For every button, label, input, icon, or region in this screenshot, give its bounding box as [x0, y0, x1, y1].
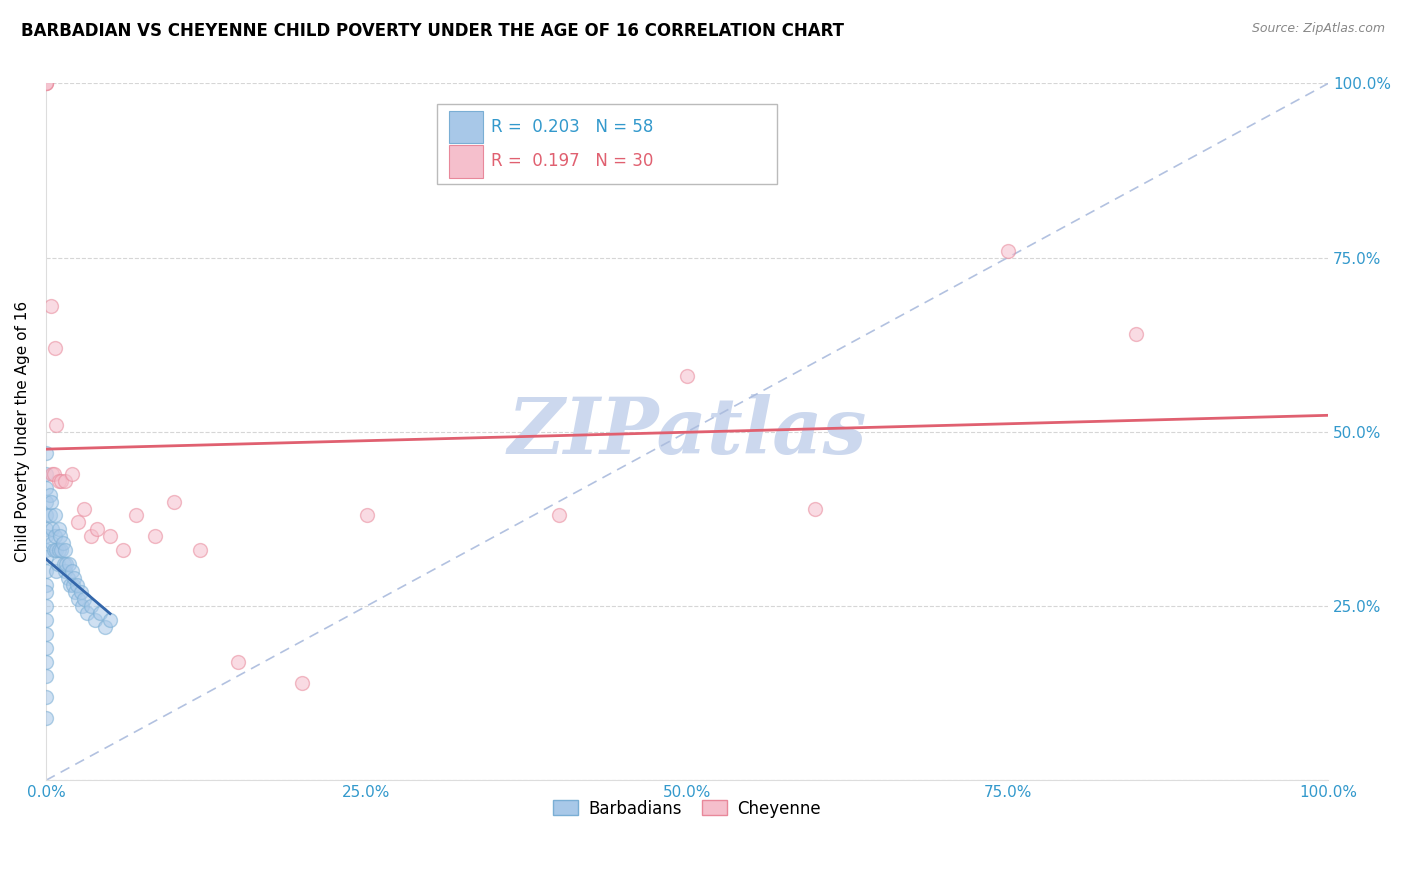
Text: ZIPatlas: ZIPatlas [508, 393, 866, 470]
Point [48, 523, 70, 537]
Point [53, 543, 76, 558]
Point [35, 578, 58, 592]
Point [83, 613, 105, 627]
Point [38, 487, 60, 501]
Point [35, 599, 58, 613]
Point [111, 543, 134, 558]
FancyBboxPatch shape [449, 111, 484, 144]
Point [98, 529, 121, 543]
Point [52, 558, 75, 572]
Point [73, 501, 96, 516]
Point [86, 523, 108, 537]
Point [35, 640, 58, 655]
Point [35, 690, 58, 704]
Point [35, 550, 58, 565]
Point [58, 558, 80, 572]
Point [98, 613, 121, 627]
Point [35, 77, 58, 91]
Point [60, 564, 83, 578]
Point [1125, 327, 1147, 342]
Point [45, 564, 67, 578]
Point [73, 592, 96, 607]
Point [39, 494, 62, 508]
Point [42, 543, 65, 558]
Point [356, 508, 378, 523]
Point [35, 508, 58, 523]
Point [35, 710, 58, 724]
FancyBboxPatch shape [449, 145, 484, 178]
Legend: Barbadians, Cheyenne: Barbadians, Cheyenne [547, 793, 827, 824]
Point [69, 585, 91, 599]
Point [35, 77, 58, 91]
Point [56, 571, 79, 585]
Point [38, 508, 60, 523]
Point [80, 599, 103, 613]
Point [66, 578, 89, 592]
Point [39, 300, 62, 314]
Point [66, 516, 89, 530]
Point [35, 564, 58, 578]
Point [65, 585, 87, 599]
Point [163, 494, 186, 508]
FancyBboxPatch shape [437, 104, 776, 185]
Point [48, 543, 70, 558]
Point [45, 543, 67, 558]
Point [53, 564, 76, 578]
Point [44, 508, 66, 523]
Point [52, 536, 75, 550]
Point [291, 675, 314, 690]
Point [59, 578, 82, 592]
Point [35, 543, 58, 558]
Point [51, 543, 73, 558]
Point [997, 244, 1019, 258]
Point [44, 529, 66, 543]
Point [42, 467, 65, 481]
Point [125, 508, 148, 523]
Point [35, 529, 58, 543]
Point [676, 369, 699, 384]
Point [76, 606, 98, 620]
Point [62, 578, 84, 592]
Point [35, 655, 58, 669]
Point [35, 467, 58, 481]
Point [53, 474, 76, 488]
Point [41, 523, 63, 537]
Point [94, 620, 117, 634]
Point [46, 558, 69, 572]
Point [89, 606, 111, 620]
Point [70, 599, 93, 613]
Point [45, 417, 67, 432]
Point [35, 613, 58, 627]
Text: R =  0.203   N = 58: R = 0.203 N = 58 [491, 118, 654, 136]
Point [804, 501, 827, 516]
Point [55, 558, 77, 572]
Point [51, 474, 73, 488]
Point [41, 467, 63, 481]
Point [35, 494, 58, 508]
Point [80, 529, 103, 543]
Point [63, 571, 86, 585]
Point [226, 655, 249, 669]
Point [35, 481, 58, 495]
Point [49, 529, 72, 543]
Point [35, 446, 58, 460]
Text: Source: ZipAtlas.com: Source: ZipAtlas.com [1251, 22, 1385, 36]
Text: BARBADIAN VS CHEYENNE CHILD POVERTY UNDER THE AGE OF 16 CORRELATION CHART: BARBADIAN VS CHEYENNE CHILD POVERTY UNDE… [21, 22, 844, 40]
Point [35, 669, 58, 683]
Text: R =  0.197   N = 30: R = 0.197 N = 30 [491, 153, 654, 170]
Point [143, 529, 166, 543]
Point [35, 627, 58, 641]
Point [35, 77, 58, 91]
Point [35, 585, 58, 599]
Point [41, 536, 63, 550]
Point [35, 523, 58, 537]
Point [66, 592, 89, 607]
Point [188, 543, 211, 558]
Point [44, 341, 66, 355]
Y-axis label: Child Poverty Under the Age of 16: Child Poverty Under the Age of 16 [15, 301, 30, 563]
Point [48, 474, 70, 488]
Point [547, 508, 569, 523]
Point [60, 467, 83, 481]
